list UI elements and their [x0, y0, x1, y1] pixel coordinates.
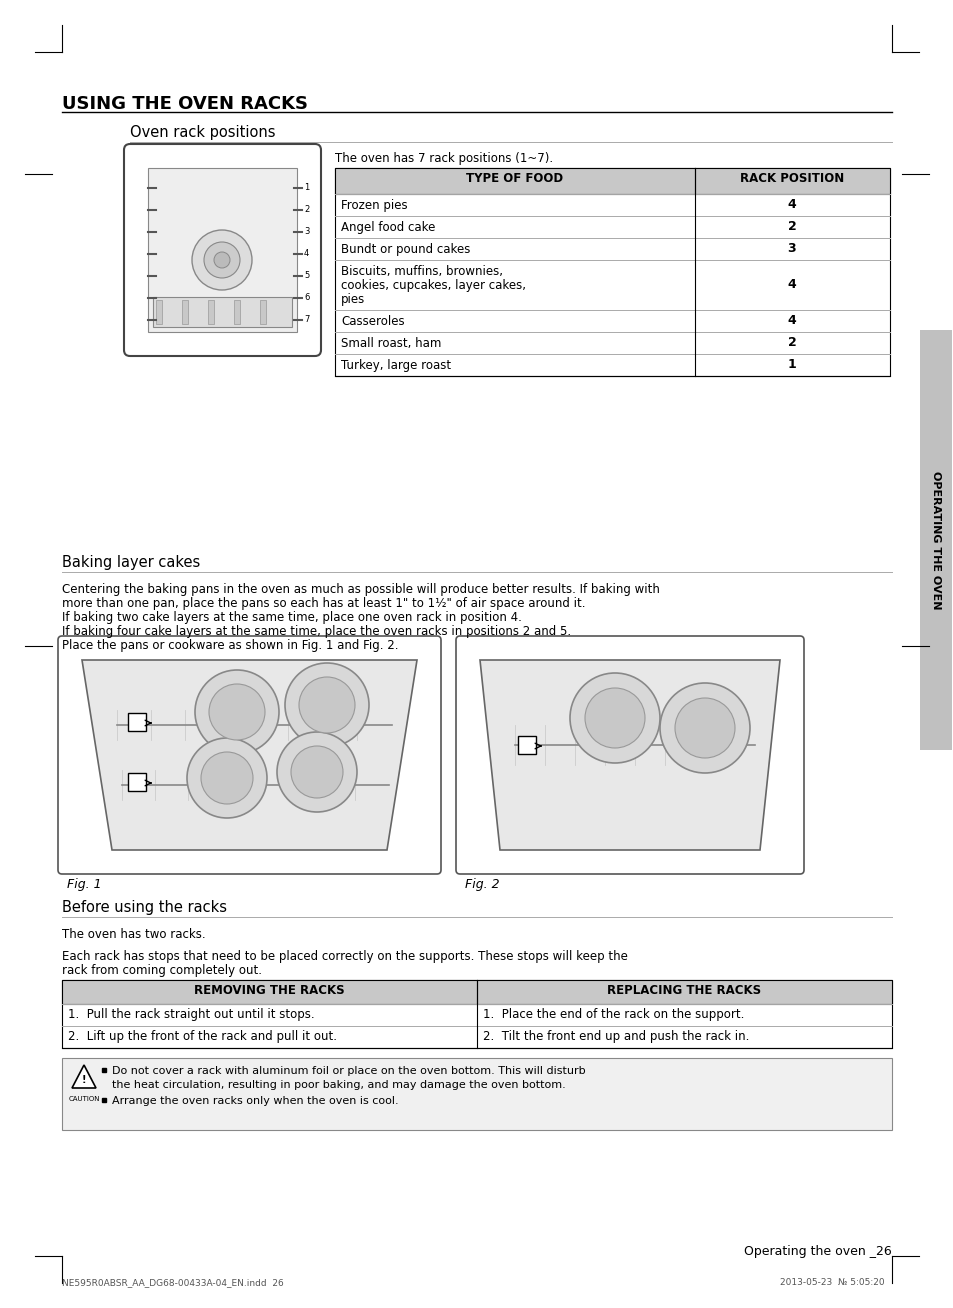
Circle shape: [276, 732, 356, 812]
Bar: [919, 330, 951, 749]
Text: Operating the oven _26: Operating the oven _26: [743, 1245, 891, 1258]
Text: !: !: [82, 1075, 86, 1086]
Circle shape: [201, 752, 253, 804]
Circle shape: [204, 242, 240, 279]
Text: 2: 2: [304, 205, 309, 215]
Text: 1: 1: [304, 183, 309, 192]
Bar: [233, 300, 240, 324]
Circle shape: [675, 698, 734, 759]
Text: CAUTION: CAUTION: [69, 1096, 100, 1103]
Bar: [156, 300, 162, 324]
Bar: [128, 713, 146, 731]
Text: If baking four cake layers at the same time, place the oven racks in positions 2: If baking four cake layers at the same t…: [62, 625, 571, 638]
Bar: [152, 297, 292, 327]
Text: 1.  Pull the rack straight out until it stops.: 1. Pull the rack straight out until it s…: [68, 1008, 314, 1022]
Text: cookies, cupcakes, layer cakes,: cookies, cupcakes, layer cakes,: [340, 279, 525, 292]
Text: 2.  Tilt the front end up and push the rack in.: 2. Tilt the front end up and push the ra…: [482, 1029, 749, 1042]
Text: Do not cover a rack with aluminum foil or place on the oven bottom. This will di: Do not cover a rack with aluminum foil o…: [112, 1066, 585, 1076]
FancyBboxPatch shape: [456, 636, 803, 874]
Bar: [517, 736, 536, 753]
Text: Before using the racks: Before using the racks: [62, 900, 227, 916]
Text: 1: 1: [787, 358, 796, 371]
Bar: [62, 1058, 891, 1130]
Circle shape: [291, 746, 343, 798]
Circle shape: [187, 738, 267, 818]
Polygon shape: [479, 661, 780, 850]
Circle shape: [213, 252, 230, 268]
Text: NE595R0ABSR_AA_DG68-00433A-04_EN.indd  26: NE595R0ABSR_AA_DG68-00433A-04_EN.indd 26: [62, 1278, 283, 1287]
Text: OPERATING THE OVEN: OPERATING THE OVEN: [930, 471, 940, 610]
Text: 1.  Place the end of the rack on the support.: 1. Place the end of the rack on the supp…: [482, 1008, 743, 1022]
Text: Fig. 2: Fig. 2: [464, 878, 499, 891]
Text: Turkey, large roast: Turkey, large roast: [340, 358, 451, 371]
Text: Fig. 1: Fig. 1: [67, 878, 102, 891]
Bar: [128, 773, 146, 791]
Bar: [182, 300, 188, 324]
Text: REMOVING THE RACKS: REMOVING THE RACKS: [193, 984, 344, 997]
Text: the heat circulation, resulting in poor baking, and may damage the oven bottom.: the heat circulation, resulting in poor …: [112, 1080, 565, 1090]
Text: The oven has two racks.: The oven has two racks.: [62, 927, 206, 940]
Text: Casseroles: Casseroles: [340, 315, 404, 328]
Text: 4: 4: [787, 279, 796, 292]
Circle shape: [659, 683, 749, 773]
Text: 6: 6: [304, 293, 309, 302]
Bar: [335, 167, 889, 194]
Text: Each rack has stops that need to be placed correctly on the supports. These stop: Each rack has stops that need to be plac…: [62, 950, 627, 963]
FancyBboxPatch shape: [124, 144, 320, 356]
Text: 4: 4: [787, 199, 796, 212]
Circle shape: [298, 678, 355, 732]
Text: 5: 5: [133, 717, 141, 727]
Bar: [335, 167, 889, 375]
Text: Small roast, ham: Small roast, ham: [340, 337, 441, 351]
Text: Centering the baking pans in the oven as much as possible will produce better re: Centering the baking pans in the oven as…: [62, 583, 659, 596]
Circle shape: [285, 663, 369, 747]
Bar: [208, 300, 213, 324]
Text: Bundt or pound cakes: Bundt or pound cakes: [340, 243, 470, 256]
Text: Baking layer cakes: Baking layer cakes: [62, 555, 200, 570]
Circle shape: [209, 684, 265, 740]
Text: Arrange the oven racks only when the oven is cool.: Arrange the oven racks only when the ove…: [112, 1096, 398, 1107]
Text: 4: 4: [304, 250, 309, 259]
Text: REPLACING THE RACKS: REPLACING THE RACKS: [606, 984, 760, 997]
Text: rack from coming completely out.: rack from coming completely out.: [62, 964, 262, 977]
Text: Place the pans or cookware as shown in Fig. 1 and Fig. 2.: Place the pans or cookware as shown in F…: [62, 640, 398, 651]
FancyBboxPatch shape: [58, 636, 440, 874]
Text: RACK POSITION: RACK POSITION: [740, 171, 843, 184]
Text: 4: 4: [787, 314, 796, 327]
Polygon shape: [71, 1065, 96, 1088]
Text: Angel food cake: Angel food cake: [340, 221, 435, 234]
Text: TYPE OF FOOD: TYPE OF FOOD: [466, 171, 563, 184]
Bar: [62, 980, 891, 1005]
Text: 2.  Lift up the front of the rack and pull it out.: 2. Lift up the front of the rack and pul…: [68, 1029, 336, 1042]
Text: Oven rack positions: Oven rack positions: [130, 126, 275, 140]
Bar: [148, 167, 296, 332]
Text: If baking two cake layers at the same time, place one oven rack in position 4.: If baking two cake layers at the same ti…: [62, 611, 521, 624]
Text: Biscuits, muffins, brownies,: Biscuits, muffins, brownies,: [340, 266, 502, 279]
Circle shape: [192, 230, 252, 290]
Circle shape: [569, 674, 659, 763]
Text: 2013-05-23  № 5:05:20: 2013-05-23 № 5:05:20: [780, 1278, 883, 1287]
Bar: [62, 980, 891, 1048]
Circle shape: [584, 688, 644, 748]
Text: Frozen pies: Frozen pies: [340, 199, 407, 212]
Text: 5: 5: [304, 272, 309, 280]
Text: The oven has 7 rack positions (1~7).: The oven has 7 rack positions (1~7).: [335, 152, 553, 165]
Text: 4: 4: [522, 740, 531, 749]
Text: 2: 2: [787, 336, 796, 349]
Text: pies: pies: [340, 293, 365, 306]
Text: 2: 2: [133, 777, 141, 787]
Circle shape: [194, 670, 278, 753]
Text: 3: 3: [304, 228, 309, 237]
Text: USING THE OVEN RACKS: USING THE OVEN RACKS: [62, 95, 308, 112]
Text: 2: 2: [787, 221, 796, 234]
Bar: [260, 300, 266, 324]
Text: 3: 3: [787, 242, 796, 255]
Text: more than one pan, place the pans so each has at least 1" to 1½" of air space ar: more than one pan, place the pans so eac…: [62, 596, 585, 610]
Text: 7: 7: [304, 315, 309, 324]
Polygon shape: [82, 661, 416, 850]
